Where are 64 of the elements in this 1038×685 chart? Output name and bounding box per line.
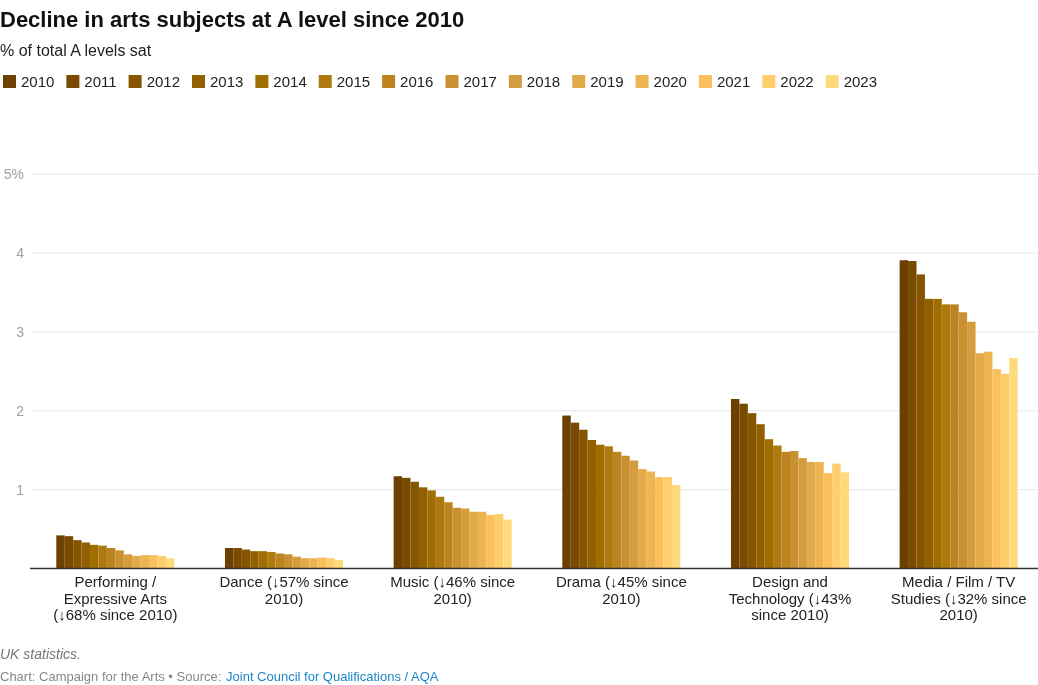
legend-label: 2018 bbox=[526, 73, 561, 90]
bar bbox=[823, 473, 833, 569]
bar bbox=[941, 304, 951, 569]
bar bbox=[427, 490, 436, 569]
bar bbox=[326, 558, 335, 569]
legend-label: 2013 bbox=[209, 73, 244, 90]
bar bbox=[950, 304, 959, 569]
chart-title: Decline in arts subjects at A level since 2010 bbox=[0, 7, 465, 32]
bar bbox=[663, 477, 672, 569]
bar bbox=[258, 551, 268, 569]
bar bbox=[444, 502, 453, 569]
text: Chart: Campaign for the Arts • Source: bbox=[0, 669, 222, 684]
x-tick-label: Design and Technology (↓43% since 2010) bbox=[728, 573, 852, 623]
legend-label: 2021 bbox=[716, 73, 751, 90]
bar bbox=[486, 514, 495, 569]
bar bbox=[781, 451, 790, 569]
legend-label: 2010 bbox=[21, 73, 55, 90]
text: Joint Council for Qualifications / AQA bbox=[226, 669, 439, 684]
bar bbox=[612, 451, 622, 569]
bar bbox=[494, 514, 504, 569]
x-tick-label: Media / Film / TV Studies (↓32% since 2010) bbox=[890, 573, 1027, 623]
bar bbox=[98, 545, 107, 569]
x-tick-label: Music (↓46% since 2010) bbox=[390, 573, 516, 607]
legend-label: 2017 bbox=[463, 73, 497, 90]
bar bbox=[840, 472, 850, 569]
legend-label: 2023 bbox=[843, 73, 878, 90]
bar bbox=[832, 463, 841, 569]
bar bbox=[764, 439, 774, 569]
legend-label: 2012 bbox=[146, 73, 180, 90]
bar bbox=[655, 477, 664, 569]
y-tick-label: 4 bbox=[16, 245, 25, 262]
bar bbox=[317, 557, 327, 569]
legend-label: 2015 bbox=[336, 73, 371, 90]
bar bbox=[149, 555, 158, 569]
chart-subtitle: % of total A levels sat bbox=[0, 42, 152, 59]
bar bbox=[604, 446, 613, 569]
y-tick-label: 3 bbox=[16, 323, 25, 340]
bar bbox=[596, 444, 605, 569]
bar bbox=[1000, 373, 1010, 569]
y-tick-label: 5% bbox=[3, 166, 24, 183]
bar bbox=[671, 484, 681, 569]
bar bbox=[1009, 358, 1018, 569]
bar bbox=[992, 369, 1001, 569]
legend-label: 2019 bbox=[590, 73, 624, 90]
bar bbox=[165, 558, 175, 569]
bar bbox=[267, 551, 276, 569]
x-tick-label: Drama (↓45% since 2010) bbox=[555, 573, 687, 607]
legend-label: 2014 bbox=[273, 73, 307, 90]
y-tick-label: 2 bbox=[16, 402, 25, 419]
legend-label: 2016 bbox=[400, 73, 434, 90]
bar bbox=[106, 548, 116, 569]
legend-label: 2022 bbox=[780, 73, 814, 90]
text: UK statistics. bbox=[0, 646, 81, 662]
bar bbox=[933, 298, 942, 569]
bar bbox=[435, 496, 445, 569]
bar bbox=[157, 555, 166, 569]
x-tick-label: Performing / Expressive Arts (↓68% since 2010) bbox=[53, 573, 178, 623]
bar bbox=[503, 519, 512, 569]
legend-label: 2020 bbox=[653, 73, 687, 90]
y-tick-label: 1 bbox=[16, 481, 25, 498]
bar bbox=[90, 544, 99, 569]
bar bbox=[773, 445, 782, 569]
x-tick-label: Dance (↓57% since 2010) bbox=[219, 573, 349, 607]
legend-label: 2011 bbox=[84, 73, 117, 90]
